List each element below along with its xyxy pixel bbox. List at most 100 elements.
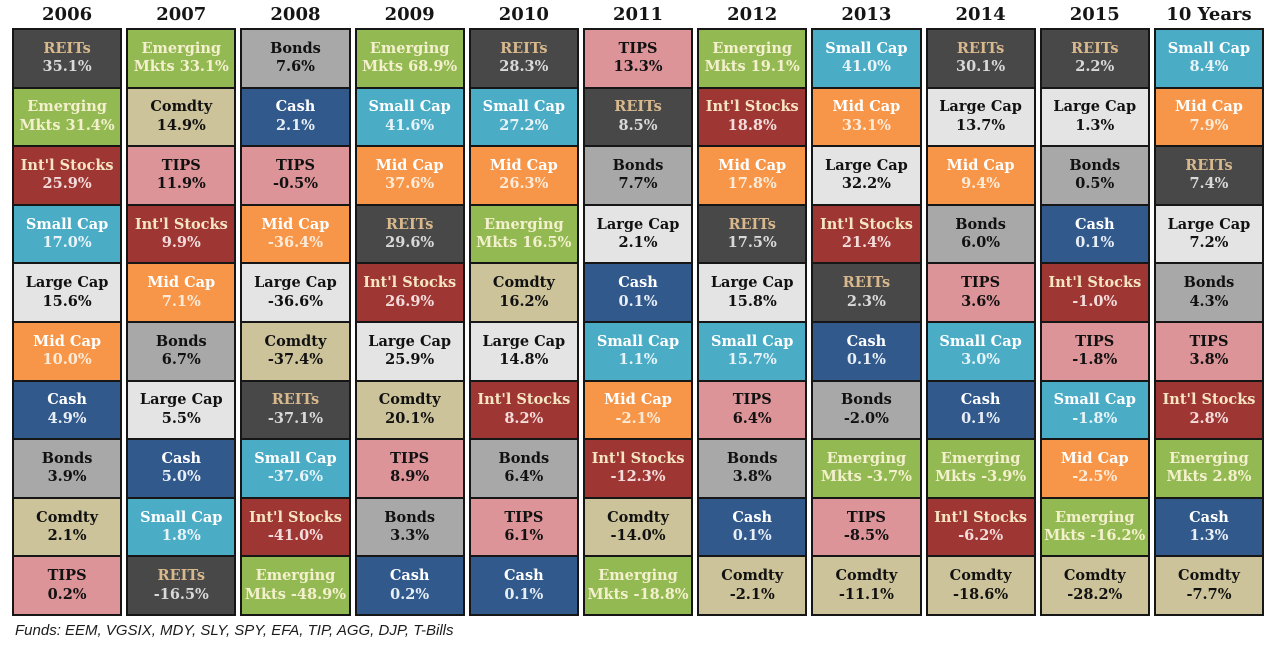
return-cell: Emerging Mkts 16.5% xyxy=(470,205,577,265)
asset-name: Cash xyxy=(618,274,658,292)
return-cell: Emerging Mkts -3.7% xyxy=(813,440,920,499)
asset-name: Comdty xyxy=(150,98,213,116)
year-header: 2009 xyxy=(384,4,435,25)
asset-return-value: 2.8% xyxy=(1189,409,1229,427)
asset-name: Emerging xyxy=(712,39,793,57)
asset-return-value: 1.3% xyxy=(1075,116,1115,134)
year-column-body: Bonds 7.6% Cash 2.1% TIPS -0.5% Mid Cap -36.4% L… xyxy=(240,28,351,616)
asset-name: Emerging xyxy=(484,215,564,233)
asset-return-value: 6.4% xyxy=(504,468,544,486)
asset-return-value: 18.8% xyxy=(727,116,777,134)
year-column-body: Emerging Mkts 33.1% Comdty 14.9% TIPS 11.9% In… xyxy=(126,28,237,616)
asset-name: Large Cap xyxy=(254,274,337,292)
asset-return-value: -14.0% xyxy=(610,527,666,545)
asset-name: Mid Cap xyxy=(375,156,444,174)
year-header: 2006 xyxy=(42,4,93,25)
year-column-2007: 2007 Emerging Mkts 33.1% Comdty 14.9% TIPS 11.… xyxy=(126,3,237,616)
return-cell: TIPS 6.4% xyxy=(699,381,806,441)
return-cell: Int'l Stocks 18.8% xyxy=(699,88,806,148)
return-cell: Emerging Mkts -48.9% xyxy=(242,557,349,614)
asset-return-value: -41.0% xyxy=(267,527,324,545)
asset-name: Emerging xyxy=(141,39,222,57)
asset-return-value: 9.9% xyxy=(161,234,201,252)
asset-name: Int'l Stocks xyxy=(20,156,114,174)
asset-name: Bonds xyxy=(41,449,93,467)
asset-return-value: 15.7% xyxy=(727,351,777,369)
asset-name: REITs xyxy=(157,567,206,585)
asset-return-value: 0.1% xyxy=(732,527,772,545)
return-cell: Small Cap 8.4% xyxy=(1155,30,1263,89)
asset-name: TIPS xyxy=(161,156,201,174)
asset-name: Mid Cap xyxy=(1175,98,1243,116)
return-cell: Bonds 6.7% xyxy=(128,322,235,382)
asset-name: REITs xyxy=(43,39,91,57)
asset-return-value: 6.7% xyxy=(161,351,201,369)
asset-return-value: 11.9% xyxy=(156,175,206,193)
return-cell: REITs 35.1% xyxy=(14,30,121,89)
return-cell: Small Cap -37.6% xyxy=(242,440,349,499)
return-cell: Small Cap 41.0% xyxy=(813,30,920,89)
return-cell: REITs 17.5% xyxy=(699,205,806,265)
asset-return-value: -0.5% xyxy=(272,175,318,193)
asset-name: REITs xyxy=(500,39,548,57)
asset-return-value: 4.3% xyxy=(1189,292,1229,310)
asset-name: Cash xyxy=(47,391,87,409)
return-cell: TIPS 8.9% xyxy=(356,440,463,499)
asset-return-value: 37.6% xyxy=(385,175,435,193)
return-cell: Bonds 3.3% xyxy=(356,498,463,558)
year-column-body: Emerging Mkts 68.9% Small Cap 41.6% Mid Cap 3… xyxy=(354,28,465,616)
year-header: 2008 xyxy=(270,4,321,25)
return-cell: TIPS 11.9% xyxy=(128,147,235,206)
year-column-2009: 2009 Emerging Mkts 68.9% Small Cap 41.6% Mid … xyxy=(354,3,465,616)
asset-return-value: 2.1% xyxy=(618,234,658,252)
return-cell: Small Cap 17.0% xyxy=(14,205,121,265)
asset-return-value: 21.4% xyxy=(841,234,891,252)
return-cell: Small Cap 15.7% xyxy=(699,322,806,382)
return-cell: Bonds 3.8% xyxy=(699,440,806,499)
return-cell: TIPS -8.5% xyxy=(813,498,920,558)
asset-return-value: 41.0% xyxy=(841,58,891,76)
return-cell: Int'l Stocks 9.9% xyxy=(128,205,235,265)
return-cell: Mid Cap 10.0% xyxy=(14,322,121,382)
asset-name: Comdty xyxy=(835,567,898,585)
asset-return-value: 13.3% xyxy=(613,58,663,76)
return-cell: REITs 30.1% xyxy=(927,30,1034,89)
asset-return-value: 6.1% xyxy=(504,527,544,545)
return-cell: Cash 1.3% xyxy=(1155,498,1263,558)
asset-return-value: 1.8% xyxy=(161,527,201,545)
asset-return-value: 8.9% xyxy=(390,468,430,486)
asset-name: Cash xyxy=(504,567,544,585)
asset-return-value: 6.0% xyxy=(961,234,1001,252)
asset-return-value: Mkts 33.1% xyxy=(133,58,229,76)
year-header: 2012 xyxy=(727,4,778,25)
asset-name: Emerging xyxy=(369,39,450,57)
asset-return-value: Mkts -18.8% xyxy=(587,585,689,603)
return-cell: Int'l Stocks -1.0% xyxy=(1041,264,1148,323)
return-cell: Comdty -2.1% xyxy=(699,557,806,614)
return-cell: Cash 5.0% xyxy=(128,440,235,499)
asset-name: Emerging xyxy=(1054,508,1135,526)
asset-return-value: -2.5% xyxy=(1072,468,1118,486)
asset-return-value: 5.5% xyxy=(161,409,201,427)
asset-return-value: 17.8% xyxy=(727,175,777,193)
asset-return-value: 3.8% xyxy=(1189,351,1229,369)
asset-name: Mid Cap xyxy=(261,215,330,233)
asset-name: REITs xyxy=(1185,156,1233,174)
asset-return-value: -7.7% xyxy=(1186,585,1232,603)
asset-return-value: 17.0% xyxy=(42,234,92,252)
return-cell: Mid Cap 7.1% xyxy=(128,264,235,323)
asset-name: Comdty xyxy=(1063,567,1126,585)
return-cell: Mid Cap 7.9% xyxy=(1155,88,1263,148)
return-cell: Emerging Mkts 68.9% xyxy=(356,30,463,89)
asset-name: Small Cap xyxy=(711,332,794,350)
asset-return-value: 7.1% xyxy=(161,292,201,310)
return-cell: Small Cap 27.2% xyxy=(470,88,577,148)
asset-name: Comdty xyxy=(264,332,327,350)
return-cell: Bonds 4.3% xyxy=(1155,264,1263,323)
asset-return-value: 41.6% xyxy=(385,116,435,134)
year-column-2015: 2015 REITs 2.2% Large Cap 1.3% Bonds 0.5% Cash 0… xyxy=(1039,3,1150,616)
return-cell: Bonds 7.7% xyxy=(584,147,692,206)
asset-return-value: 14.9% xyxy=(156,116,206,134)
asset-return-value: 29.6% xyxy=(385,234,435,252)
asset-name: Cash xyxy=(275,98,316,116)
